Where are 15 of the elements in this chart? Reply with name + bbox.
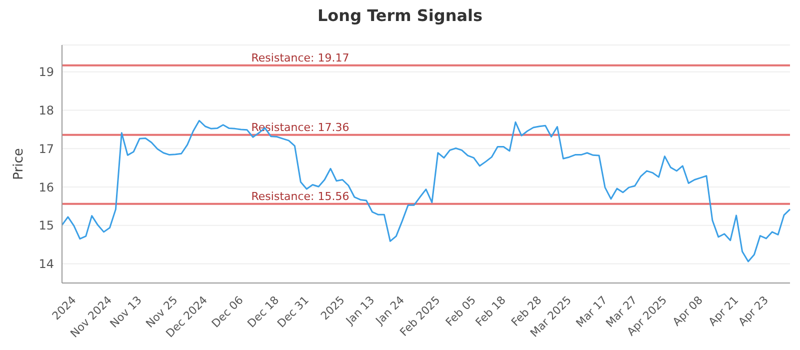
ref-line-label: Resistance: 15.56 bbox=[251, 190, 350, 203]
y-tick-label: 18 bbox=[38, 104, 54, 118]
y-tick-label: 17 bbox=[38, 142, 54, 156]
y-tick-label: 19 bbox=[38, 65, 54, 80]
x-tick-label: Apr 08 bbox=[670, 294, 706, 329]
y-tick-label: 16 bbox=[38, 180, 54, 194]
ref-line-label: Resistance: 19.17 bbox=[251, 51, 350, 64]
chart-title: Long Term Signals bbox=[316, 6, 484, 25]
line-series bbox=[61, 120, 791, 262]
x-tick-label: Dec 06 bbox=[209, 294, 246, 330]
y-axis-title: Price bbox=[12, 148, 27, 180]
ref-line-label: Resistance: 17.36 bbox=[251, 120, 350, 134]
y-tick-label: 14 bbox=[38, 257, 54, 272]
y-tick-label: 15 bbox=[38, 218, 54, 233]
x-tick-label: Feb 18 bbox=[473, 294, 508, 329]
